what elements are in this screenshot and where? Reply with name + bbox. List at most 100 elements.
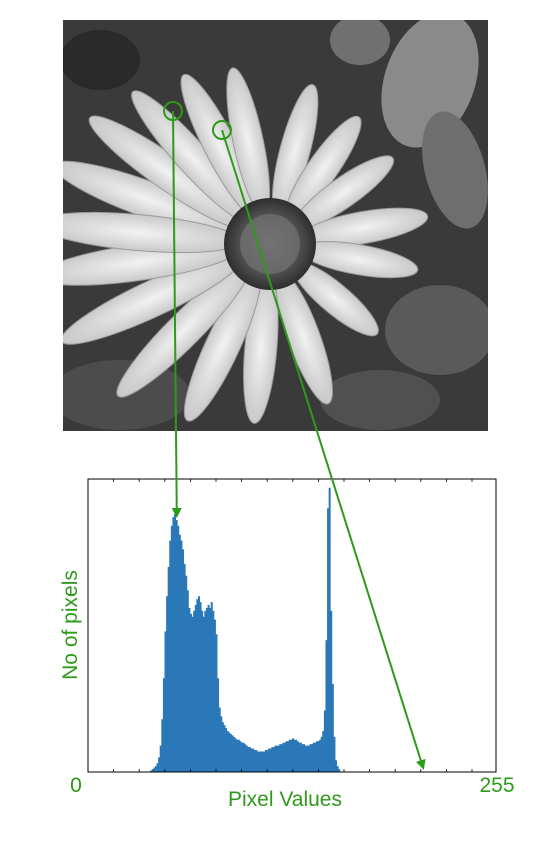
histogram-bar <box>272 747 275 772</box>
histogram-bar <box>314 742 317 772</box>
flower-photo <box>63 20 488 431</box>
histogram-bar <box>253 750 256 772</box>
histogram-bar <box>228 732 231 772</box>
histogram-bar <box>338 769 341 772</box>
histogram-bar <box>202 616 205 772</box>
histogram-bar <box>252 748 255 772</box>
histogram-bar <box>242 742 245 772</box>
histogram-bar <box>207 604 210 772</box>
histogram-bar <box>209 607 212 772</box>
histogram-bar <box>177 525 180 772</box>
histogram-bar <box>226 730 229 772</box>
histogram-bar <box>194 604 197 772</box>
left-annotation-arrow <box>171 110 182 518</box>
histogram-bar <box>213 619 216 772</box>
flower-center-inner <box>240 214 300 274</box>
histogram-bar <box>315 741 318 772</box>
histogram-bar <box>285 741 288 772</box>
histogram-bar <box>287 741 290 772</box>
histogram-bar <box>327 508 330 772</box>
histogram-bar <box>319 739 322 772</box>
histogram-bar <box>284 742 287 772</box>
histogram-bar <box>217 678 220 772</box>
histogram-bar <box>190 613 192 772</box>
histogram-bar <box>223 725 226 772</box>
histogram-bar <box>180 540 183 772</box>
histogram-bar <box>258 751 261 772</box>
histogram-bar <box>159 745 162 772</box>
histogram-bar <box>304 745 307 772</box>
histogram-bar <box>205 607 208 772</box>
histogram-bar <box>333 736 336 772</box>
histogram-bar <box>280 744 283 772</box>
histogram-bar <box>210 602 213 772</box>
histogram-bar <box>292 738 294 772</box>
histogram-bar <box>151 769 154 772</box>
histogram-bar <box>167 566 170 772</box>
histogram-bar <box>229 733 232 772</box>
histogram-bar <box>311 744 314 772</box>
x-axis-label: Pixel Values <box>228 788 342 811</box>
histogram-bar <box>336 766 339 772</box>
histogram-bar <box>271 747 274 772</box>
right-petal-sample-circle <box>212 120 232 140</box>
histogram-bar <box>260 751 263 772</box>
histogram-bar <box>172 517 175 772</box>
histogram-bar <box>299 742 302 772</box>
histogram-bar <box>231 735 234 773</box>
histogram-bar <box>236 739 239 772</box>
histogram-bar <box>170 525 173 772</box>
histogram-bar <box>298 742 301 772</box>
histogram-bar <box>244 744 247 772</box>
histogram-bar <box>264 750 267 772</box>
histogram-bar <box>241 742 243 772</box>
histogram-bar <box>268 748 271 772</box>
background-leaves <box>63 20 488 430</box>
histogram-bar <box>220 716 223 772</box>
histogram-bar <box>162 678 165 772</box>
histogram-chart: 0 255 Pixel Values No of pixels <box>59 478 515 811</box>
histogram-bar <box>301 744 304 772</box>
histogram-bar <box>330 610 333 772</box>
histogram-bars <box>150 487 341 773</box>
histogram-bar <box>174 514 177 772</box>
histogram-bar <box>212 610 215 772</box>
histogram-bar <box>234 738 237 772</box>
histogram-bar <box>188 607 191 772</box>
histogram-bar <box>150 770 153 772</box>
histogram-bar <box>296 741 299 772</box>
histogram-bar <box>309 744 312 772</box>
histogram-bar <box>239 741 242 772</box>
histogram-bar <box>269 748 272 772</box>
histogram-bar <box>282 742 285 772</box>
histogram-bar <box>186 590 189 772</box>
histogram-bar <box>306 745 309 772</box>
histogram-bar <box>312 742 315 772</box>
histogram-bar <box>153 767 156 772</box>
histogram-bar <box>156 763 159 772</box>
histogram-bar <box>325 640 328 772</box>
histogram-bar <box>218 707 221 772</box>
histogram-bar <box>183 563 186 772</box>
histogram-bar <box>317 741 320 772</box>
histogram-bar <box>303 744 306 772</box>
histogram-bar <box>322 730 325 772</box>
histogram-bar <box>320 736 323 772</box>
x-ticks <box>87 479 473 772</box>
histogram-bar <box>154 766 157 772</box>
histogram-bar <box>250 748 253 772</box>
histogram-bar <box>233 736 236 772</box>
histogram-bar <box>204 610 207 772</box>
plot-frame <box>87 478 497 773</box>
histogram-bar <box>290 739 293 772</box>
histogram-bar <box>158 757 161 772</box>
histogram-bar <box>279 744 282 772</box>
x-max-label: 255 <box>479 774 514 797</box>
histogram-bar <box>201 610 204 772</box>
histogram-bar <box>335 760 338 772</box>
histogram-bar <box>276 745 279 772</box>
histogram-bar <box>175 520 178 772</box>
histogram-bar <box>199 602 202 772</box>
histogram-bar <box>266 750 269 772</box>
